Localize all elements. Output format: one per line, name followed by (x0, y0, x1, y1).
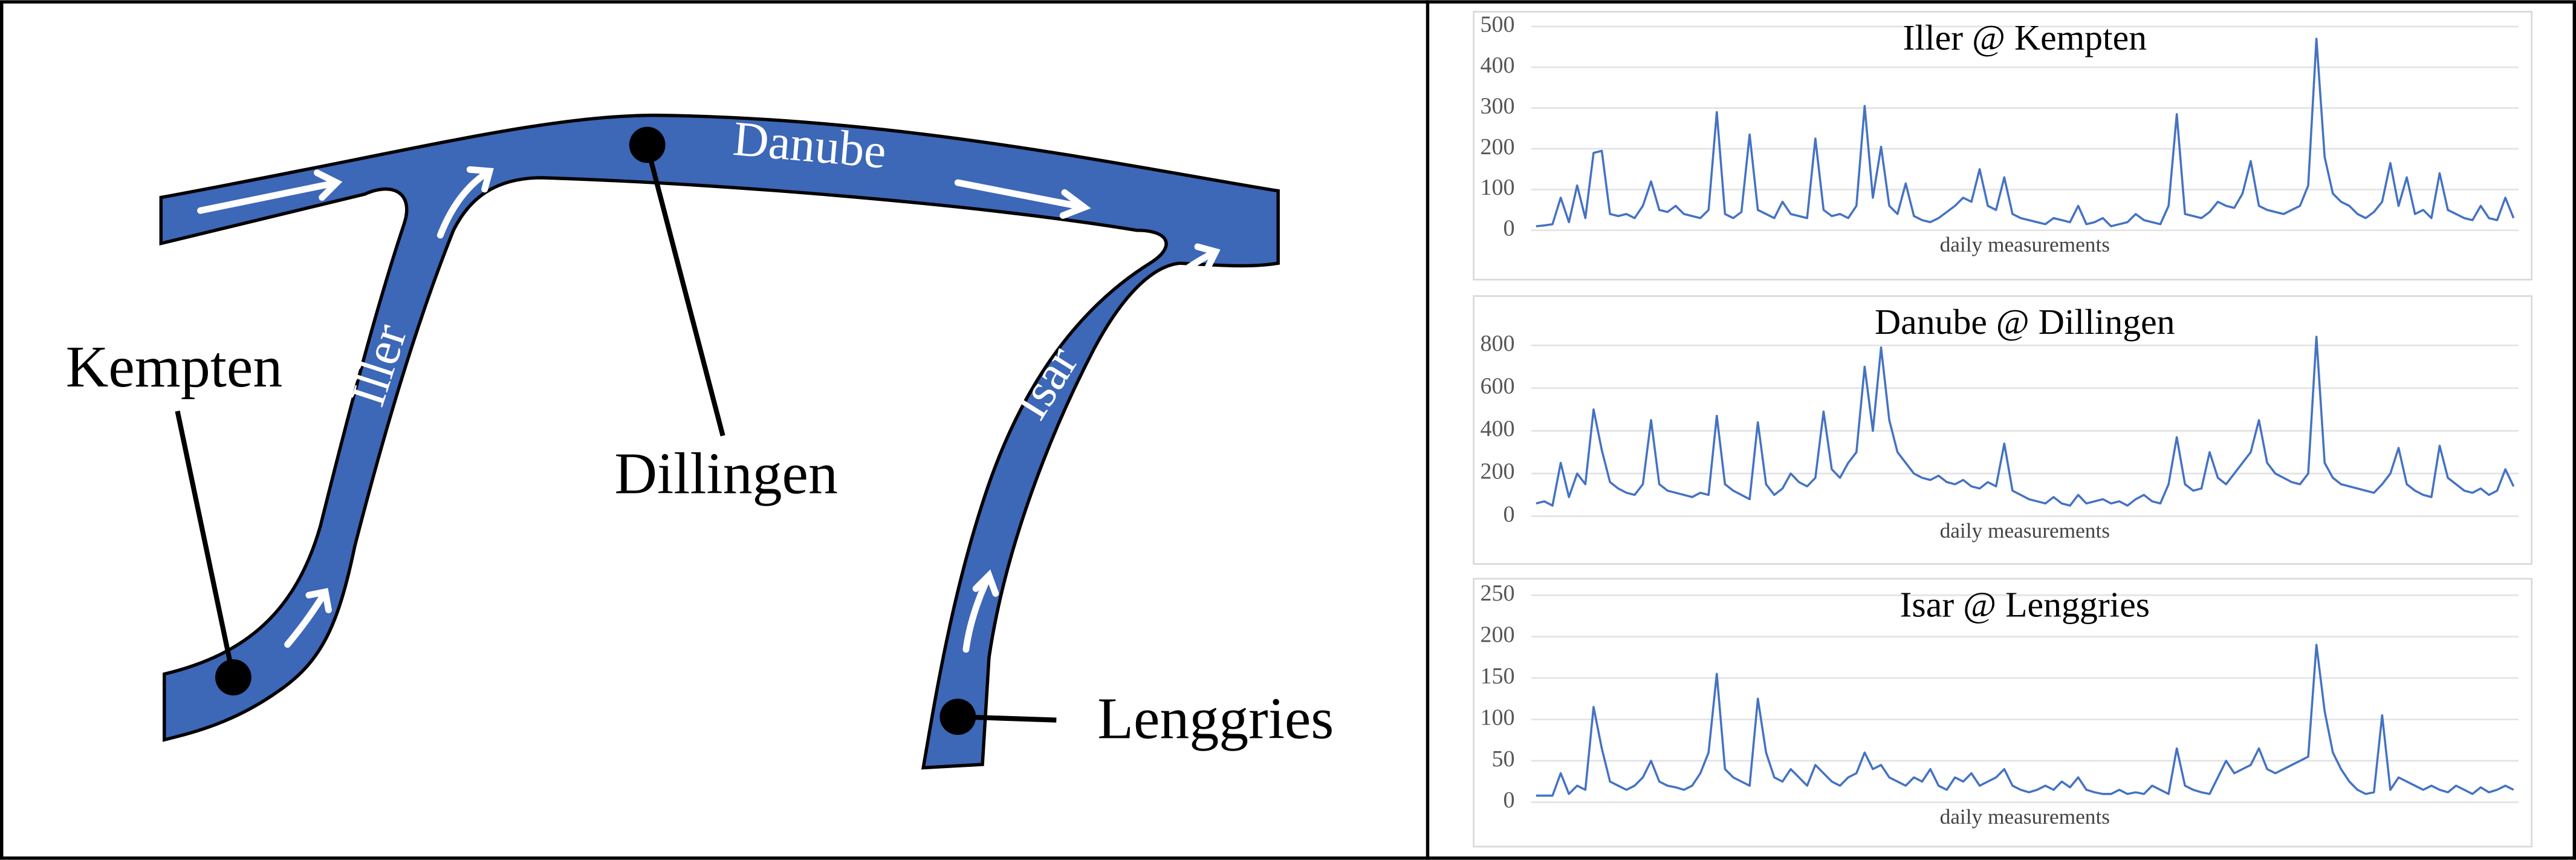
y-tick-label: 0 (1503, 216, 1514, 241)
y-tick-label: 100 (1480, 175, 1514, 200)
pointer (644, 146, 725, 437)
river-network (159, 113, 1280, 770)
y-tick-label: 300 (1480, 93, 1514, 119)
y-tick-label: 400 (1480, 416, 1514, 441)
chart-title: Isar @ Lenggries (1900, 584, 2150, 624)
place-label: Lenggries (1097, 686, 1334, 752)
city-dot (939, 699, 976, 735)
y-tick-label: 150 (1480, 663, 1514, 689)
y-tick-label: 50 (1491, 746, 1514, 772)
place-label: Dillingen (614, 441, 837, 507)
flow-arrows (197, 166, 1221, 653)
y-tick-label: 500 (1480, 12, 1514, 37)
line-chart: 0 200 400 600 800 Danube @ Dillingen daily mea… (1473, 295, 2532, 565)
y-tick-label: 200 (1480, 134, 1514, 160)
y-tick-label: 600 (1480, 373, 1514, 399)
chart-title: Danube @ Dillingen (1875, 302, 2175, 342)
line-chart: 0 100 200 300 400 500 Iller @ Kempten daily mea… (1473, 11, 2532, 281)
y-tick-label: 200 (1480, 622, 1514, 647)
y-tick-label: 400 (1480, 53, 1514, 78)
river-label: Danube (731, 111, 888, 179)
y-tick-label: 800 (1480, 331, 1514, 356)
place-label: Kempten (66, 334, 283, 400)
y-tick-label: 0 (1503, 787, 1514, 813)
y-tick-label: 100 (1480, 705, 1514, 730)
chart-box (1473, 11, 2532, 281)
series-line (1536, 37, 2515, 227)
x-axis-label: daily measurements (1940, 233, 2110, 256)
city-dot (215, 659, 251, 695)
y-tick-label: 250 (1480, 581, 1514, 606)
chart-title: Iller @ Kempten (1903, 18, 2147, 57)
line-chart: 0 50 100 150 200 250 Isar @ Lenggries daily mea… (1473, 578, 2532, 848)
x-axis-label: daily measurements (1940, 519, 2110, 542)
y-tick-label: 200 (1480, 459, 1514, 484)
series-line (1536, 643, 2514, 797)
x-axis-label: daily measurements (1940, 805, 2110, 829)
river-diagram: Danube Iller Isar Kempten Dillingen Leng… (66, 111, 1334, 770)
series-line (1536, 336, 2515, 507)
city-dot (629, 126, 666, 163)
y-tick-label: 0 (1503, 501, 1514, 527)
pointer (175, 410, 236, 678)
